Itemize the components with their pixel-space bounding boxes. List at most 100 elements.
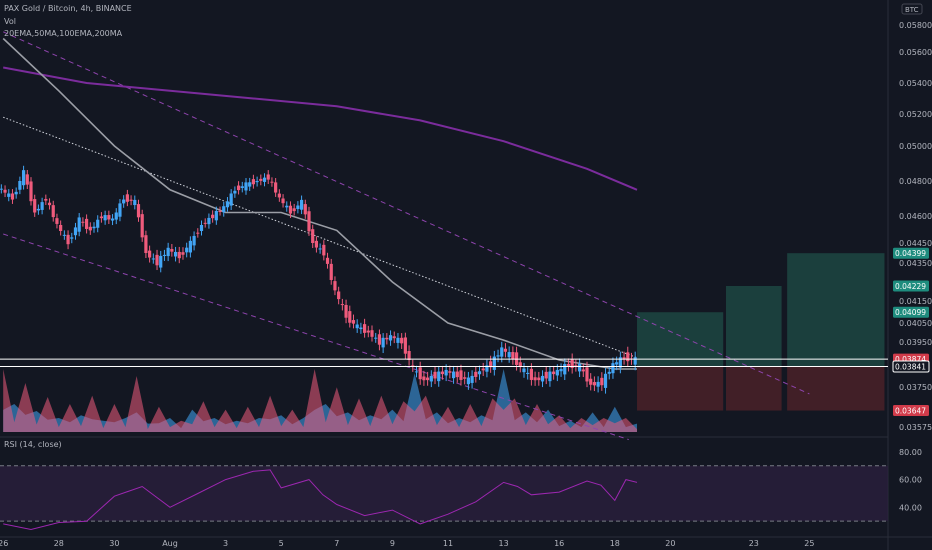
candle-body [426, 377, 430, 381]
candle-body [170, 249, 174, 252]
candle-body [566, 364, 571, 366]
candle-body [214, 210, 218, 221]
price-tick-label: 0.05000 [899, 142, 932, 151]
candle-body [233, 190, 237, 194]
candle-body [544, 371, 548, 379]
candle-body [589, 378, 593, 385]
price-tick-label: 0.05800 [899, 21, 932, 30]
candle-body [248, 182, 252, 187]
currency-badge-text: BTC [905, 6, 919, 14]
candle-body [62, 234, 66, 236]
candle-body [348, 311, 352, 323]
candle-body [633, 357, 637, 365]
candle-body [463, 377, 467, 379]
candle-body [185, 247, 189, 253]
candle-body [277, 193, 281, 198]
candle-body [99, 216, 104, 219]
candle-body [507, 352, 511, 358]
candle-body [470, 375, 474, 383]
candle-body [77, 217, 81, 232]
volume-legend[interactable]: Vol [4, 17, 16, 26]
price-tick-label: 0.03575 [899, 423, 932, 432]
price-tick-label: 0.03750 [899, 383, 932, 392]
candle-body [477, 371, 482, 375]
candle-body [400, 337, 404, 344]
candle-body [122, 199, 126, 204]
candle-body [329, 263, 333, 280]
time-tick-label: 5 [279, 539, 284, 548]
candle-body [14, 191, 18, 195]
ma-legend[interactable]: 20EMA,50MA,100EMA,200MA [4, 29, 122, 38]
ma-50-line [2, 37, 637, 370]
price-label-box [893, 247, 929, 259]
time-tick-label: 13 [499, 539, 509, 548]
candle-body [363, 324, 367, 333]
candle-body [207, 217, 211, 225]
candle-body [144, 235, 148, 253]
candle-body [211, 214, 215, 219]
candle-body [337, 291, 341, 300]
volume-label: Vol [4, 17, 16, 26]
price-tick-label: 0.04600 [899, 212, 932, 221]
candle-body [118, 203, 122, 217]
candle-body [59, 225, 63, 231]
price-tick-label: 0.04150 [899, 297, 932, 306]
candle-body [166, 247, 170, 257]
candle-body [322, 244, 326, 256]
candle-body [526, 372, 530, 374]
candle-body [318, 248, 322, 250]
time-tick-label: 25 [804, 539, 814, 548]
candle-body [603, 373, 608, 388]
candle-body [511, 352, 515, 360]
candle-body [36, 208, 41, 211]
symbol-legend[interactable]: PAX Gold / Bitcoin, 4h, BINANCE [4, 4, 132, 13]
candle-body [377, 334, 382, 345]
candle-body [481, 368, 485, 371]
candle-body [274, 182, 278, 193]
candle-body [188, 240, 192, 253]
target-zone [637, 312, 724, 367]
candle-body [529, 368, 533, 380]
candle-body [81, 221, 85, 223]
candle-body [385, 337, 389, 340]
candle-body [140, 214, 144, 238]
ma-200-line [3, 66, 638, 191]
candle-body [70, 237, 74, 239]
price-axis[interactable]: 80.00 60.00 40.00 0.05800 0.05600 0.05400 0.05… [892, 3, 932, 512]
candle-body [21, 170, 26, 186]
candle-body [444, 369, 448, 376]
candle-body [148, 250, 152, 258]
rsi-tick-label: 80.00 [899, 448, 922, 457]
candle-body [251, 179, 255, 185]
price-label-text: 0.03841 [895, 363, 926, 372]
channel-mid [3, 116, 638, 359]
candle-body [266, 174, 270, 180]
candle-body [570, 359, 574, 368]
candle-body [25, 174, 29, 185]
candle-body [29, 181, 33, 202]
candle-body [555, 369, 559, 376]
rsi-panel [0, 465, 888, 531]
currency-badge [901, 3, 923, 15]
candle-body [125, 194, 129, 202]
candle-body [607, 371, 611, 374]
candle-body [552, 371, 556, 375]
time-tick-label: 28 [54, 539, 64, 548]
candle-body [181, 252, 185, 255]
time-tick-label: 16 [554, 539, 564, 548]
candle-body [500, 347, 504, 357]
time-axis[interactable]: 26 28 30 Aug 3 5 7 9 11 13 16 18 20 23 25 [0, 539, 814, 548]
candle-body [236, 185, 241, 191]
candle-body [626, 352, 630, 362]
candle-body [199, 225, 204, 231]
rsi-legend[interactable]: RSI (14, close) [4, 440, 62, 449]
price-tick-label: 0.05600 [899, 48, 932, 57]
candle-body [325, 257, 330, 264]
rsi-tick-label: 40.00 [899, 503, 922, 512]
time-tick-label: 30 [109, 539, 119, 548]
candle-body [466, 377, 470, 385]
candle-body [229, 193, 233, 206]
candle-body [44, 198, 48, 201]
